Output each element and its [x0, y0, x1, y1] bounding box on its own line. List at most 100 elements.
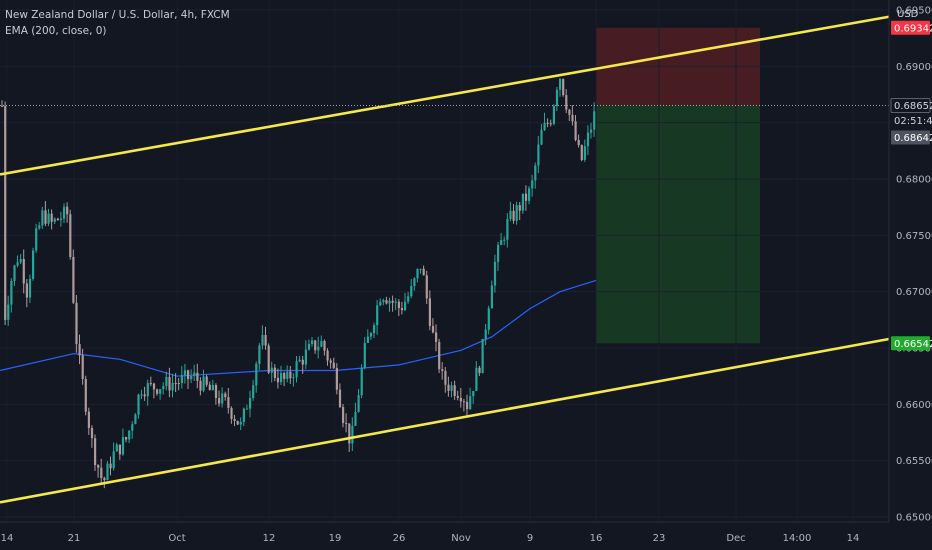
- candle-body: [400, 308, 404, 311]
- candle-body: [435, 332, 438, 342]
- time-tick-label: 26: [393, 533, 406, 544]
- candle-body: [109, 463, 112, 469]
- candle-body: [270, 367, 273, 373]
- candle-body: [205, 376, 208, 385]
- candle-body: [416, 269, 419, 279]
- currency-label: USD: [897, 9, 919, 20]
- candle-body: [509, 210, 512, 219]
- candle-body: [75, 302, 78, 345]
- candle-body: [16, 262, 19, 266]
- candle-body: [289, 371, 292, 379]
- candle-body: [233, 418, 236, 421]
- candle-body: [280, 373, 283, 383]
- time-tick-label: 14:00: [783, 533, 812, 544]
- candle-body: [286, 371, 289, 379]
- countdown-tag-bg: [891, 113, 930, 128]
- candle-body: [118, 444, 121, 455]
- candle-body: [407, 296, 410, 302]
- candle-body: [497, 244, 500, 262]
- candle-body: [125, 437, 128, 440]
- candle-body: [38, 225, 41, 229]
- candle-body: [187, 370, 190, 380]
- candle-body: [540, 129, 543, 145]
- candle-body: [81, 355, 84, 380]
- candle-body: [357, 395, 360, 412]
- candle-body: [94, 438, 97, 466]
- candle-body: [159, 389, 162, 394]
- candle-body: [258, 345, 261, 364]
- candle-body: [78, 344, 81, 356]
- candle-body: [276, 377, 280, 383]
- candle-body: [84, 379, 87, 412]
- candle-body: [466, 401, 469, 410]
- candle-body: [521, 193, 524, 211]
- candle-body: [128, 430, 131, 440]
- candle-body: [53, 218, 56, 222]
- candle-body: [41, 210, 44, 226]
- candle-body: [571, 114, 574, 122]
- candle-body: [22, 259, 25, 284]
- time-tick-label: 14: [1, 533, 14, 544]
- ema-line: [0, 279, 597, 377]
- time-axis: 14 21 Oct 12 19 26 Nov 9 16 23 Dec 14:00 14: [1, 533, 860, 544]
- candle-body: [376, 305, 379, 326]
- time-tick-label: 21: [68, 533, 81, 544]
- candle-body: [221, 393, 224, 404]
- candle-body: [56, 218, 59, 221]
- candle-body: [447, 384, 450, 391]
- candle-body: [562, 79, 565, 96]
- candle-body: [245, 408, 249, 410]
- candle-body: [196, 372, 199, 381]
- candle-body: [391, 300, 394, 303]
- candle-body: [180, 375, 183, 384]
- candle-body: [165, 376, 168, 386]
- time-tick-label: 12: [263, 533, 276, 544]
- candle-body: [469, 396, 472, 410]
- candle-body: [149, 383, 152, 385]
- candle-body: [50, 213, 53, 222]
- candle-body: [193, 372, 196, 376]
- candle-body: [307, 343, 311, 350]
- candle-body: [531, 180, 534, 189]
- time-tick-label: 16: [590, 533, 603, 544]
- candle-body: [218, 398, 221, 404]
- candle-body: [314, 340, 317, 351]
- candle-body: [174, 382, 177, 384]
- candle-body: [345, 423, 348, 425]
- candle-body: [379, 301, 382, 306]
- candle-body: [583, 146, 586, 160]
- candle-body: [211, 385, 214, 391]
- candle-body: [515, 205, 518, 221]
- candle-body: [168, 376, 171, 391]
- candle-body: [66, 206, 69, 215]
- channel-lower-line: [0, 337, 890, 504]
- candle-body: [593, 111, 596, 130]
- symbol-title: New Zealand Dollar / U.S. Dollar, 4h, FX…: [5, 9, 230, 21]
- candle-body: [329, 360, 332, 363]
- candle-body: [335, 368, 338, 390]
- candle-body: [249, 398, 252, 409]
- candle-body: [428, 298, 431, 326]
- candle-body: [382, 300, 385, 302]
- last-close-tag-bg: [891, 130, 930, 145]
- candle-body: [177, 383, 180, 385]
- candle-body: [385, 300, 388, 304]
- candle-body: [338, 389, 342, 408]
- channel-lines: [0, 15, 890, 504]
- target-price-tag: 0.66542: [894, 339, 932, 350]
- candle-body: [134, 414, 137, 425]
- time-tick-label: 19: [329, 533, 342, 544]
- candle-body: [190, 375, 193, 380]
- candle-body: [369, 333, 373, 337]
- candle-body: [512, 210, 515, 221]
- candle-body: [10, 280, 13, 305]
- candle-body: [366, 336, 369, 343]
- candle-body: [490, 285, 493, 309]
- take-profit-zone: [596, 105, 760, 344]
- candle-body: [267, 345, 270, 373]
